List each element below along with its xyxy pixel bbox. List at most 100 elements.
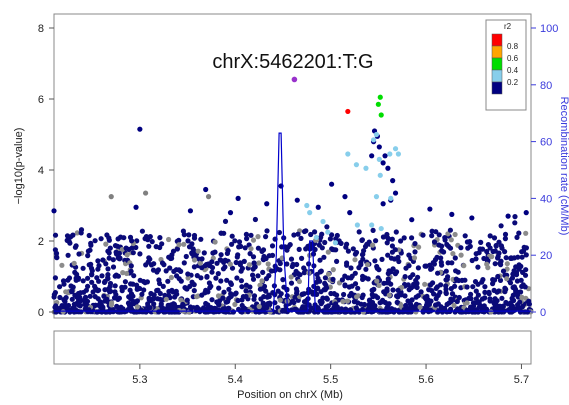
snp-point	[491, 235, 498, 241]
snp-point	[423, 296, 429, 302]
snp-point	[341, 291, 347, 298]
snp-point	[89, 279, 95, 285]
snp-point	[265, 301, 271, 307]
snp-point	[322, 275, 328, 281]
snp-point	[514, 234, 520, 240]
snp-point	[388, 281, 394, 287]
snp-point	[131, 273, 137, 279]
snp-point	[146, 243, 152, 249]
snp-point	[272, 300, 278, 306]
snp-point	[353, 249, 360, 256]
snp-point	[137, 126, 143, 132]
ld-point	[376, 156, 382, 162]
snp-point	[385, 252, 391, 258]
snp-point	[520, 282, 526, 288]
snp-point	[162, 292, 168, 298]
snp-point	[255, 273, 261, 279]
snp-point	[92, 302, 99, 308]
snp-point	[523, 252, 529, 258]
snp-point	[207, 285, 213, 291]
snp-point	[128, 263, 134, 269]
snp-point	[73, 277, 79, 283]
snp-point	[512, 214, 518, 220]
snp-point	[114, 303, 120, 309]
snp-point	[64, 237, 70, 243]
snp-point	[121, 235, 127, 241]
snp-point	[229, 265, 236, 271]
snp-point	[486, 291, 492, 297]
snp-point	[394, 269, 400, 275]
ld-point	[369, 222, 375, 228]
snp-point	[359, 237, 365, 243]
snp-point	[468, 304, 474, 310]
snp-point	[122, 279, 128, 285]
snp-point	[234, 254, 240, 260]
snp-point	[438, 282, 444, 288]
legend-title: r2	[504, 22, 512, 31]
snp-point	[250, 276, 257, 282]
snp-point	[409, 297, 415, 303]
snp-point	[176, 242, 182, 248]
legend-swatch	[491, 33, 503, 47]
snp-point	[482, 284, 488, 290]
snp-point	[133, 204, 139, 210]
snp-point	[209, 305, 215, 311]
snp-point	[141, 278, 147, 285]
snp-point	[241, 305, 247, 311]
snp-point	[516, 230, 522, 236]
snp-point	[523, 210, 529, 216]
ld-point	[307, 210, 313, 216]
snp-point	[453, 276, 459, 282]
snp-point	[393, 229, 399, 235]
snp-point	[498, 223, 504, 229]
snp-point	[72, 269, 78, 275]
chart-title: chrX:5462201:T:G	[212, 51, 373, 73]
snp-point	[186, 232, 192, 238]
snp-point	[314, 279, 320, 285]
snp-point	[73, 243, 79, 249]
snp-point	[174, 246, 180, 252]
snp-point	[265, 261, 271, 267]
snp-point	[443, 283, 449, 289]
snp-point	[187, 208, 194, 214]
snp-point	[64, 233, 71, 239]
snp-point	[157, 235, 163, 241]
snp-point	[487, 245, 493, 251]
snp-point	[108, 194, 114, 200]
snp-point	[74, 294, 80, 300]
snp-point	[312, 229, 318, 235]
snp-point	[221, 289, 227, 295]
snp-point	[243, 288, 249, 294]
snp-point	[370, 294, 376, 300]
snp-point	[473, 256, 479, 262]
snp-point	[342, 194, 348, 200]
snp-point	[288, 274, 294, 280]
snp-point	[299, 255, 305, 261]
snp-point	[69, 296, 75, 302]
snp-point	[167, 302, 173, 308]
snp-point	[250, 266, 256, 272]
snp-point	[349, 273, 355, 279]
snp-point	[476, 304, 482, 310]
snp-point	[128, 268, 134, 274]
snp-point	[300, 291, 306, 297]
x-tick-label: 5.7	[514, 374, 529, 386]
snp-point	[209, 297, 215, 303]
snp-point	[448, 237, 454, 243]
snp-point	[314, 291, 320, 297]
snp-point	[250, 254, 257, 260]
snp-point	[117, 256, 123, 262]
snp-point	[96, 263, 102, 269]
snp-point	[296, 278, 302, 285]
ld-point	[392, 146, 399, 152]
snp-point	[71, 260, 77, 266]
snp-point	[414, 284, 420, 291]
snp-point	[432, 239, 438, 245]
snp-point	[375, 295, 381, 301]
snp-point	[513, 264, 519, 270]
snp-point	[353, 305, 359, 311]
snp-point	[498, 258, 504, 264]
snp-point	[220, 295, 226, 301]
snp-point	[429, 265, 435, 271]
